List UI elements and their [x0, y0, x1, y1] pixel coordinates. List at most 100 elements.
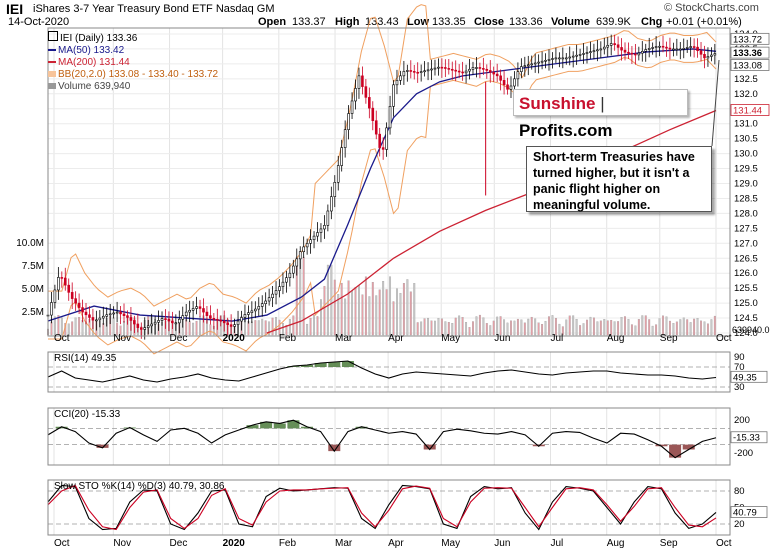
- volume-bar: [440, 318, 443, 336]
- volume-bar: [416, 322, 419, 336]
- volume-bar: [554, 317, 557, 336]
- volume-bar: [102, 323, 105, 336]
- volume-bar: [409, 291, 412, 336]
- candle-body: [143, 327, 147, 330]
- candle-body: [292, 265, 295, 274]
- annotation-box: Short-term Treasuries have turned higher…: [526, 146, 712, 212]
- chart-date: 14-Oct-2020: [8, 16, 70, 28]
- candle-body: [368, 97, 371, 109]
- volume-bar: [371, 282, 374, 336]
- candle-body: [551, 58, 554, 60]
- k-line: [47, 484, 717, 531]
- x-tick-label: Apr: [388, 333, 404, 344]
- candle-body: [157, 320, 160, 323]
- volume-bar: [458, 315, 461, 336]
- candle-body: [571, 55, 575, 58]
- fund-name: iShares 3-7 Year Treasury Bond ETF Nasda…: [33, 3, 275, 15]
- candle-body: [533, 62, 537, 65]
- y-tick-label: 127.0: [734, 238, 758, 249]
- volume-bar: [696, 318, 699, 336]
- candle-body: [274, 290, 278, 295]
- candle-body: [644, 49, 648, 52]
- volume-bar: [558, 323, 561, 336]
- volume-bar: [399, 293, 402, 336]
- volume-bar: [330, 264, 333, 336]
- x-tick-label: Sep: [660, 538, 678, 549]
- candle-body: [564, 57, 568, 60]
- candle-body: [267, 297, 271, 302]
- candle-body: [509, 85, 513, 90]
- candle-body: [616, 44, 620, 48]
- candle-body: [665, 46, 668, 49]
- candle-body: [198, 306, 202, 309]
- x-tick-label: May: [441, 538, 460, 549]
- y-tick-label: 132.0: [734, 89, 758, 100]
- y-tick-label: 132.5: [734, 74, 758, 85]
- candle-body: [184, 311, 188, 316]
- volume-bar: [596, 321, 599, 336]
- volume-bar: [561, 326, 564, 336]
- volume-bar: [406, 279, 409, 336]
- candle-body: [278, 286, 281, 291]
- candle-body: [540, 60, 544, 63]
- values-line: [47, 360, 717, 383]
- candle-body: [229, 324, 233, 327]
- volume-bar: [485, 323, 488, 336]
- candle-body: [374, 120, 378, 135]
- candle-body: [222, 320, 226, 324]
- volume-bar: [333, 279, 336, 336]
- candle-body: [544, 59, 547, 62]
- candle-body: [347, 113, 350, 130]
- candle-body: [558, 57, 561, 60]
- x-tick-label: Nov: [113, 333, 131, 344]
- volume-bar: [624, 316, 626, 336]
- panel-last-box: [730, 370, 768, 383]
- candle-body: [419, 71, 423, 73]
- panel-last-box: [730, 506, 768, 518]
- volume-bar: [271, 317, 274, 336]
- cci-panel-frame: [47, 407, 731, 466]
- candle-body: [250, 310, 254, 313]
- price-label: 133.36: [733, 48, 762, 59]
- volume-bar: [60, 317, 63, 336]
- close-value: 133.36: [509, 16, 543, 28]
- bollinger-lower: [48, 57, 717, 355]
- panel-y-tick: 200: [734, 415, 750, 426]
- volume-bar: [544, 320, 547, 336]
- candle-body: [699, 50, 703, 55]
- volume-bar: [78, 317, 81, 336]
- candle-body: [350, 100, 354, 114]
- candle-body: [689, 46, 692, 48]
- volume-bar: [686, 319, 689, 336]
- volume-bar: [503, 319, 506, 336]
- volume-bar: [358, 285, 360, 336]
- volume-bar: [492, 320, 495, 336]
- volume-bar: [572, 315, 575, 336]
- candle-body: [634, 53, 637, 56]
- candle-body: [654, 46, 658, 48]
- volume-bar: [50, 321, 53, 336]
- candle-body: [658, 45, 661, 48]
- volume-bar: [292, 315, 295, 336]
- volume-bar: [575, 319, 578, 336]
- candle-body: [309, 239, 312, 244]
- x-tick-label: Jul: [551, 333, 564, 344]
- x-tick-label: Aug: [607, 333, 625, 344]
- candle-body: [592, 50, 596, 53]
- candle-body: [50, 302, 53, 316]
- price-label: 133.72: [733, 34, 762, 45]
- candle-body: [333, 181, 337, 197]
- open-label: Open: [258, 16, 287, 28]
- candle-body: [305, 243, 309, 248]
- candle-body: [423, 70, 426, 73]
- volume-bar: [668, 320, 671, 336]
- y-tick-label: 124.5: [734, 313, 758, 324]
- volume-bar: [323, 285, 326, 336]
- candle-body: [361, 75, 364, 87]
- volume-bar: [620, 317, 623, 336]
- candle-body: [77, 302, 81, 308]
- candle-body: [630, 52, 634, 55]
- candle-body: [582, 53, 585, 55]
- candle-body: [295, 258, 299, 267]
- volume-bar: [651, 325, 654, 336]
